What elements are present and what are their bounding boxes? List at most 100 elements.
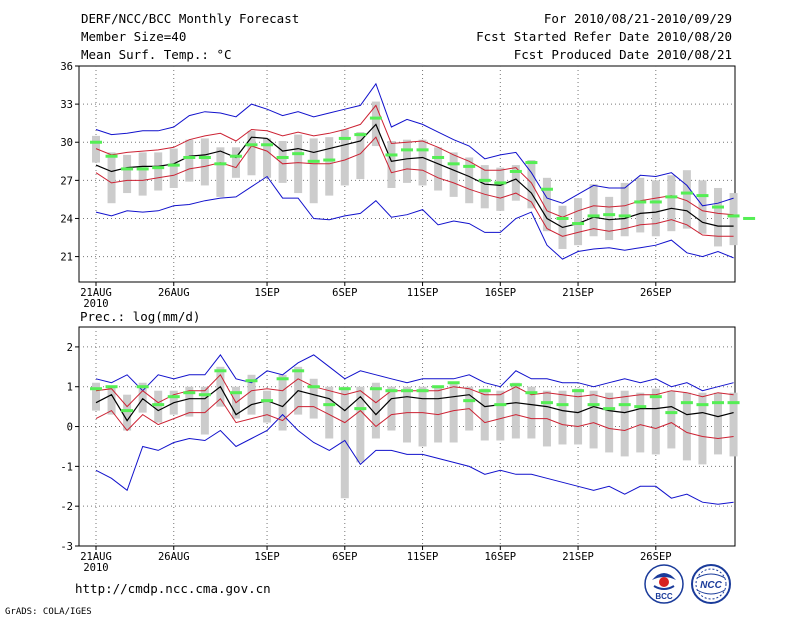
refer-date: Fcst Started Refer Date 2010/08/20 [476, 29, 732, 44]
spread-box [325, 386, 334, 439]
median-marker [618, 403, 631, 407]
x-tick-label: 11SEP [407, 287, 439, 299]
x-tick-label: 26SEP [640, 551, 672, 563]
median-marker [572, 389, 585, 393]
x-tick-label: 26AUG [158, 551, 190, 563]
spread-box [496, 390, 505, 441]
median-marker [245, 379, 258, 383]
y-tick-label: -2 [60, 501, 73, 513]
median-marker [307, 385, 320, 389]
y-tick-label: 0 [67, 422, 73, 434]
y-tick-label: 33 [60, 99, 73, 111]
y-tick-label: 2 [67, 342, 73, 354]
spread-box [340, 386, 349, 499]
spread-box [449, 152, 458, 197]
spread-box [574, 388, 583, 445]
spread-box [605, 392, 614, 453]
spread-box [511, 165, 520, 201]
median-marker [152, 403, 165, 407]
median-marker [105, 154, 118, 158]
p90-line [95, 104, 734, 218]
median-marker [307, 159, 320, 163]
median-marker [649, 395, 662, 399]
median-marker [276, 377, 289, 381]
temperature-panel: 21 24 27 30 33 36 21AUG 26AUG 1SEP 6SEP 11SEP 16SEP… [60, 61, 756, 310]
precipitation-panel: -3 -2 -1 0 1 2 21AUG 26AUG 1SEP 6SEP 11SEP 16SEP 21S… [60, 326, 740, 574]
median-marker [90, 387, 102, 391]
median-marker [229, 391, 242, 395]
spread-box [589, 184, 598, 237]
spread-box [698, 180, 707, 234]
median-marker [696, 194, 709, 198]
spread-box [325, 137, 334, 196]
spread-box [387, 140, 396, 188]
median-marker [618, 214, 631, 218]
spread-box [92, 135, 100, 163]
median-marker [261, 399, 274, 403]
median-marker [152, 166, 165, 170]
spread-box [200, 386, 209, 435]
member-size: Member Size=40 [81, 29, 187, 44]
median-marker [261, 143, 274, 147]
ncc-logo-text: NCC [700, 580, 722, 591]
spread-box [185, 139, 194, 182]
median-marker [354, 407, 367, 411]
median-marker [401, 148, 413, 152]
median-marker [525, 391, 538, 395]
spread-box [200, 138, 209, 186]
spread-box [123, 154, 132, 194]
plot-frame [78, 65, 736, 283]
spread-box [667, 390, 676, 449]
spread-box [667, 175, 676, 232]
median-marker [167, 163, 180, 167]
spread-box [542, 177, 551, 232]
median-marker [494, 181, 507, 185]
median-marker [463, 399, 476, 403]
spread-box [418, 139, 427, 186]
median-marker [680, 401, 693, 405]
median-marker [727, 401, 740, 405]
median-marker [556, 216, 569, 220]
median-marker [712, 401, 724, 405]
x-tick-label: 26AUG [158, 287, 190, 299]
median-marker [198, 393, 211, 397]
spread-box [418, 386, 427, 447]
x-tick-label: 21AUG [80, 287, 112, 299]
max-line [95, 82, 734, 207]
x-tick-label: 6SEP [332, 287, 357, 299]
spread-box [589, 390, 598, 449]
median-marker [665, 411, 678, 415]
spread-box [651, 388, 660, 455]
median-marker [136, 167, 149, 171]
median-marker [214, 162, 227, 166]
spread-box [154, 152, 163, 191]
bcc-logo-text: BCC [655, 592, 673, 601]
median-marker [603, 213, 616, 217]
x-tick-label: 21SEP [562, 551, 594, 563]
spread-box [714, 392, 722, 455]
x-tick-label: 1SEP [254, 551, 279, 563]
spread-box [169, 148, 178, 188]
x-tick-label: 26SEP [640, 287, 672, 299]
median-marker [369, 387, 382, 391]
median-marker [509, 169, 522, 173]
median-marker [572, 222, 585, 226]
median-marker [494, 403, 507, 407]
x-tick-label: 21AUG [80, 551, 112, 563]
x-tick-label: 1SEP [254, 287, 279, 299]
y-tick-label: 27 [60, 175, 73, 187]
median-marker [432, 385, 445, 389]
spread-box [123, 394, 132, 431]
median-marker [245, 143, 258, 147]
spread-box [185, 386, 194, 417]
median-marker [432, 155, 445, 159]
median-marker [105, 385, 118, 389]
spread-box [107, 386, 116, 415]
median-marker [198, 155, 211, 159]
spread-box [107, 152, 116, 204]
temp-variable-label: Mean Surf. Temp.: °C [81, 47, 232, 62]
x-tick-label: 11SEP [407, 551, 439, 563]
url-text[interactable]: http://cmdp.ncc.cma.gov.cn [75, 581, 271, 596]
x-tick-label: 16SEP [484, 287, 516, 299]
